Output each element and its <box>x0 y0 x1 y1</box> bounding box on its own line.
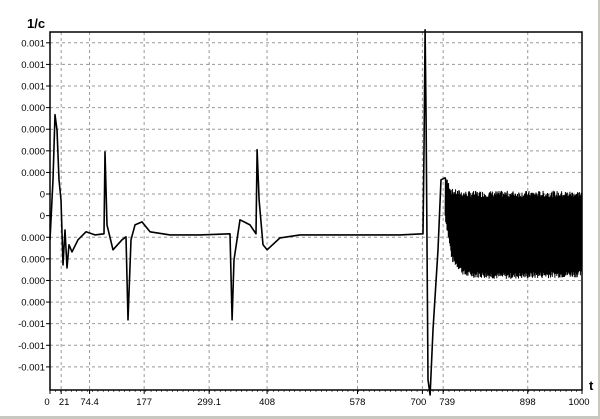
y-tick-label: 0.000 <box>21 146 45 157</box>
grid <box>50 32 582 390</box>
y-tick-label: 0.001 <box>21 38 45 49</box>
y-tick-label: 0.000 <box>21 254 45 265</box>
x-axis-ticks: 0 21 74.4 177 299.1 408 578 700 739 898 1000 <box>44 390 590 408</box>
x-tick-label: 700 <box>410 397 426 408</box>
y-tick-label: -0.001 <box>18 341 45 352</box>
y-tick-label: 0.000 <box>21 125 45 136</box>
x-tick-label: 0 <box>44 397 49 408</box>
y-tick-label: 0.000 <box>21 168 45 179</box>
y-tick-label: 0.001 <box>21 60 45 71</box>
plot-series <box>49 28 583 396</box>
x-tick-label: 299.1 <box>197 397 221 408</box>
y-tick-label: 0.000 <box>21 103 45 114</box>
series-line <box>49 28 453 396</box>
x-tick-label: 578 <box>350 397 366 408</box>
x-tick-label: 739 <box>439 397 455 408</box>
x-axis-label: t <box>589 378 594 393</box>
y-tick-label: 0 <box>40 211 45 222</box>
x-tick-label: 177 <box>136 397 152 408</box>
plot-frame <box>49 31 583 391</box>
y-tick-label: -0.001 <box>18 319 45 330</box>
y-tick-label: 0.001 <box>21 82 45 93</box>
y-axis-ticks: 0.001 0.001 0.001 0.000 0.000 0.000 0.000 0 0 0.0… <box>18 38 50 373</box>
y-tick-label: -0.001 <box>18 362 45 373</box>
x-tick-label: 21 <box>59 397 70 408</box>
x-tick-label: 408 <box>259 397 275 408</box>
x-tick-label: 74.4 <box>80 397 99 408</box>
x-tick-label: 898 <box>520 397 536 408</box>
y-axis-label: 1/c <box>27 16 45 31</box>
x-tick-label: 1000 <box>568 397 589 408</box>
y-tick-label: 0.000 <box>21 276 45 287</box>
y-tick-label: 0 <box>40 190 45 201</box>
oscillation-band <box>444 178 583 279</box>
y-tick-label: 0.000 <box>21 298 45 309</box>
y-tick-label: 0.000 <box>21 233 45 244</box>
